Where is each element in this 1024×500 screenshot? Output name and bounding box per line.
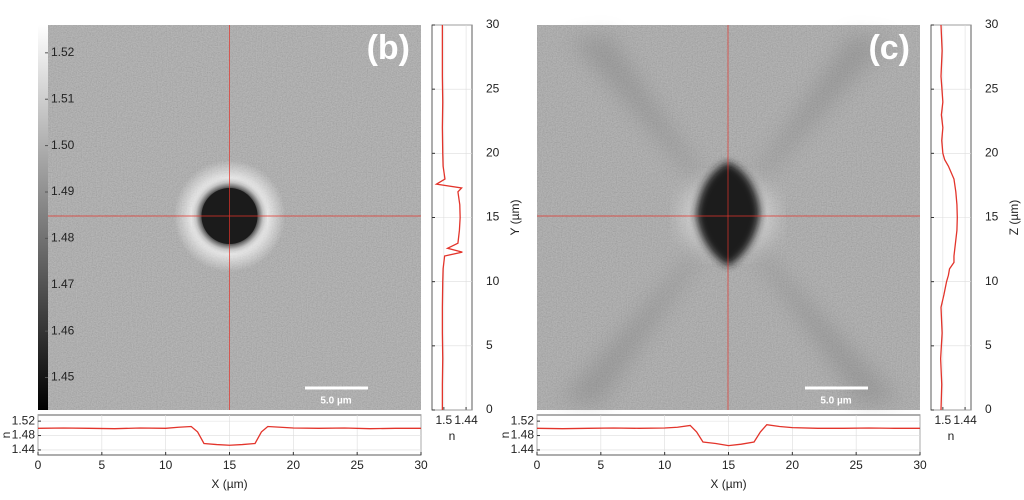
- y-tick-label: 10: [486, 274, 500, 288]
- y-tick-label: 10: [985, 274, 999, 288]
- colorbar-tick-label: 1.48: [51, 231, 75, 245]
- x-tick-label: 30: [913, 458, 927, 472]
- y-tick-label: 15: [985, 210, 999, 224]
- y-tick-label: 1.52: [12, 413, 36, 427]
- y-tick-label: 0: [486, 402, 493, 416]
- panel-label: (c): [868, 29, 910, 67]
- colorbar-tick-label: 1.49: [51, 184, 75, 198]
- x-tick-label: 20: [287, 458, 301, 472]
- panel-label: (b): [367, 29, 410, 67]
- y-axis-label: Y (µm): [508, 199, 522, 235]
- y-tick-label: 25: [985, 81, 999, 95]
- x-tick-label: 25: [849, 458, 863, 472]
- x-tick-label: 0: [534, 458, 541, 472]
- y-tick-label: 20: [486, 146, 500, 160]
- colorbar: [38, 25, 48, 410]
- x-tick-label: 15: [223, 458, 237, 472]
- x-tick-label: 10: [159, 458, 173, 472]
- profile-line: [939, 24, 958, 411]
- image-c: 5.0 µm (c): [537, 25, 920, 410]
- y-tick-label: 30: [486, 17, 500, 31]
- y-axis-label: Z (µm): [1007, 200, 1021, 236]
- y-tick-label: 1.48: [511, 428, 535, 442]
- scale-bar-label: 5.0 µm: [820, 396, 851, 407]
- profile-line: [37, 425, 421, 446]
- y-tick-label: 5: [985, 338, 992, 352]
- x-tick-label: 25: [350, 458, 364, 472]
- colorbar-tick-label: 1.50: [51, 138, 75, 152]
- x-axis-label: n: [449, 429, 456, 443]
- x-tick-label: 30: [414, 458, 428, 472]
- x-tick-label: 1.5: [935, 413, 952, 427]
- x-tick-label: 1.5: [436, 413, 453, 427]
- colorbar-tick-label: 1.51: [51, 91, 75, 105]
- profile-line: [434, 25, 463, 410]
- y-tick-label: 25: [486, 81, 500, 95]
- y-tick-label: 20: [985, 146, 999, 160]
- y-axis-label: n: [0, 432, 13, 439]
- x-axis-label: X (µm): [211, 477, 247, 491]
- x-tick-label: 15: [722, 458, 736, 472]
- x-tick-label: 0: [35, 458, 42, 472]
- colorbar-tick-label: 1.52: [51, 45, 75, 59]
- y-tick-label: 30: [985, 17, 999, 31]
- x-axis-label: X (µm): [710, 477, 746, 491]
- x-tick-label: 10: [658, 458, 672, 472]
- image-b: 5.0 µm (b): [38, 25, 421, 410]
- colorbar-tick-label: 1.45: [51, 370, 75, 384]
- y-tick-label: 15: [486, 210, 500, 224]
- x-tick-label: 5: [597, 458, 604, 472]
- colorbar-tick-label: 1.47: [51, 277, 75, 291]
- profile-line: [536, 424, 920, 447]
- y-tick-label: 0: [985, 402, 992, 416]
- y-tick-label: 1.44: [511, 442, 535, 456]
- x-tick-label: 1.44: [953, 413, 977, 427]
- colorbar-tick-label: 1.46: [51, 323, 75, 337]
- y-tick-label: 1.48: [12, 428, 36, 442]
- y-tick-label: 1.44: [12, 442, 36, 456]
- streaks: [560, 35, 900, 405]
- x-tick-label: 1.44: [454, 413, 478, 427]
- y-tick-label: 1.52: [511, 413, 535, 427]
- x-axis-label: n: [948, 429, 955, 443]
- y-tick-label: 5: [486, 338, 493, 352]
- streak: [560, 35, 900, 405]
- y-axis-label: n: [498, 432, 512, 439]
- x-tick-label: 20: [786, 458, 800, 472]
- x-tick-label: 5: [98, 458, 105, 472]
- scale-bar-label: 5.0 µm: [320, 396, 351, 407]
